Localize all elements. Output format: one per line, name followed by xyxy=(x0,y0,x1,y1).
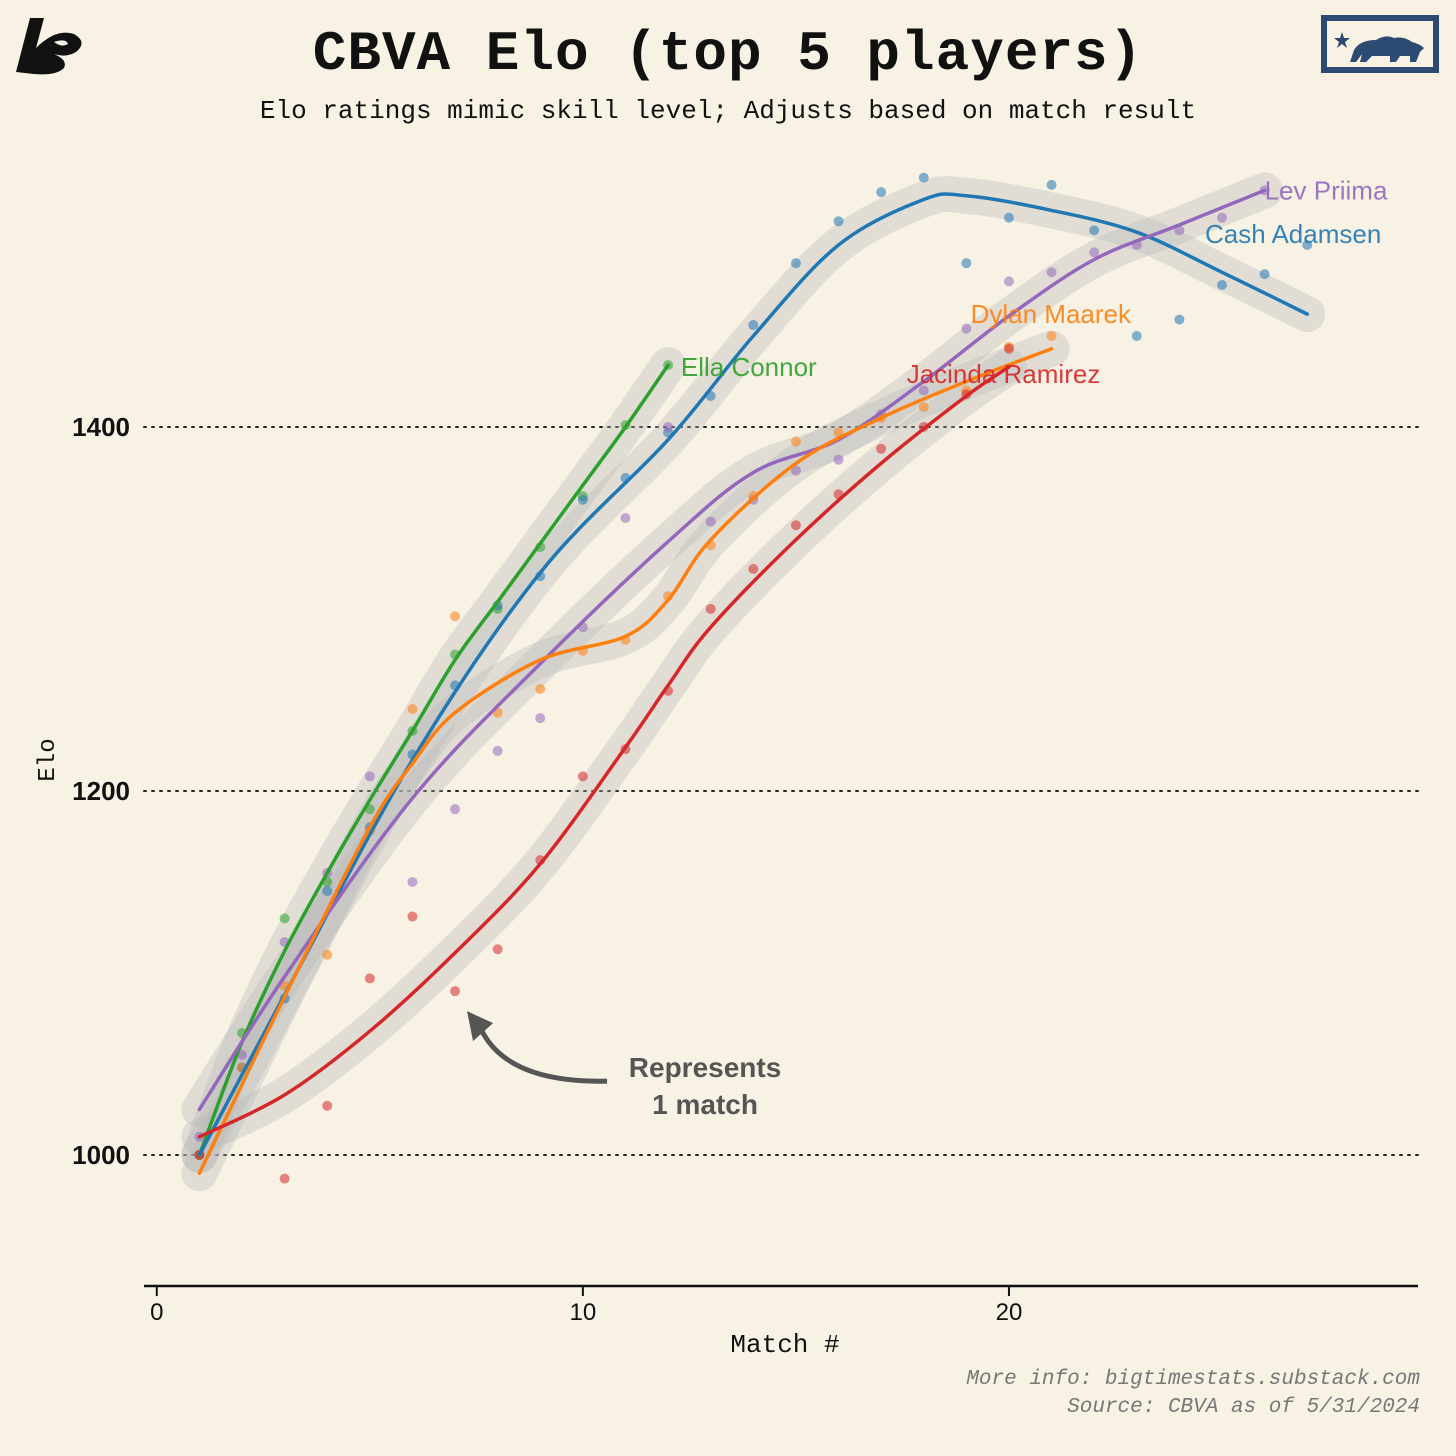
california-flag-bear-logo xyxy=(1321,15,1439,73)
trend-lines xyxy=(197,188,1309,1175)
point-jacinda-ramirez xyxy=(1003,343,1014,354)
point-lev-priima xyxy=(450,804,461,815)
y-tick-label: 1400 xyxy=(72,412,130,442)
point-cash-adamsen xyxy=(790,258,801,269)
point-dylan-maarek xyxy=(322,949,333,960)
trend-line-lev-priima xyxy=(197,188,1267,1112)
point-jacinda-ramirez xyxy=(577,771,588,782)
point-jacinda-ramirez xyxy=(364,973,375,984)
point-jacinda-ramirez xyxy=(322,1100,333,1111)
trend-line-dylan-maarek xyxy=(197,346,1054,1175)
point-dylan-maarek xyxy=(407,704,418,715)
point-cash-adamsen xyxy=(1003,212,1014,223)
trend-line-jacinda-ramirez xyxy=(197,365,1011,1139)
x-tick-label: 10 xyxy=(570,1299,597,1326)
match-points xyxy=(194,172,1313,1184)
point-lev-priima xyxy=(407,876,418,887)
annotation: Represents 1 match xyxy=(467,1011,781,1120)
chart-subtitle: Elo ratings mimic skill level; Adjusts b… xyxy=(259,96,1197,126)
x-axis: Elo 0 10 20 Match # xyxy=(35,738,1418,1360)
footer-more-info: More info: bigtimestats.substack.com xyxy=(966,1368,1420,1391)
point-lev-priima xyxy=(705,516,716,527)
label-ella-connor: Ella Connor xyxy=(681,352,817,382)
point-lev-priima xyxy=(1217,212,1227,223)
point-jacinda-ramirez xyxy=(748,563,759,574)
annotation-arrowhead xyxy=(467,1011,494,1042)
point-cash-adamsen xyxy=(918,172,929,183)
substack-s-logo xyxy=(16,18,82,75)
x-axis-label: Match # xyxy=(730,1330,839,1360)
point-lev-priima xyxy=(790,465,801,476)
trend-line-cash-adamsen xyxy=(197,192,1309,1157)
gridlines: 1000 1200 1400 xyxy=(72,412,1419,1170)
point-lev-priima xyxy=(535,713,546,724)
point-lev-priima xyxy=(918,385,929,396)
point-jacinda-ramirez xyxy=(876,443,887,454)
point-jacinda-ramirez xyxy=(279,1173,290,1184)
x-tick-label: 20 xyxy=(996,1299,1023,1326)
point-lev-priima xyxy=(1046,267,1057,278)
point-lev-priima xyxy=(620,512,631,523)
point-cash-adamsen xyxy=(1046,179,1057,190)
y-axis-label: Elo xyxy=(35,738,62,781)
point-lev-priima xyxy=(663,421,674,432)
point-jacinda-ramirez xyxy=(705,603,716,614)
label-lev-priima: Lev Priima xyxy=(1265,175,1388,205)
y-tick-label: 1200 xyxy=(72,776,130,806)
point-cash-adamsen xyxy=(748,320,759,331)
point-lev-priima xyxy=(1174,225,1185,236)
point-jacinda-ramirez xyxy=(450,986,461,997)
point-cash-adamsen xyxy=(577,494,588,505)
point-dylan-maarek xyxy=(1046,330,1057,341)
point-lev-priima xyxy=(1003,276,1014,287)
footer-source: Source: CBVA as of 5/31/2024 xyxy=(1067,1396,1420,1419)
point-lev-priima xyxy=(833,454,844,465)
point-lev-priima xyxy=(492,745,503,756)
annotation-arrow xyxy=(478,1028,608,1084)
point-dylan-maarek xyxy=(918,401,929,412)
point-cash-adamsen xyxy=(876,187,887,198)
point-lev-priima xyxy=(1089,247,1100,258)
point-lev-priima xyxy=(364,771,375,782)
point-dylan-maarek xyxy=(790,436,801,447)
point-dylan-maarek xyxy=(833,427,844,438)
x-tick-label: 0 xyxy=(150,1299,163,1326)
y-tick-label: 1000 xyxy=(72,1140,130,1170)
point-cash-adamsen xyxy=(1259,269,1270,280)
point-jacinda-ramirez xyxy=(407,911,418,922)
point-cash-adamsen xyxy=(322,886,333,897)
point-jacinda-ramirez xyxy=(492,944,503,955)
point-dylan-maarek xyxy=(535,684,546,695)
annotation-text: Represents xyxy=(629,1052,782,1083)
point-cash-adamsen xyxy=(961,258,972,269)
label-cash-adamsen: Cash Adamsen xyxy=(1205,219,1381,249)
point-cash-adamsen xyxy=(1302,239,1313,250)
series-labels: Ella Connor Lev Priima Cash Adamsen Dylan M… xyxy=(681,175,1388,389)
point-jacinda-ramirez xyxy=(790,520,801,531)
point-dylan-maarek xyxy=(450,611,461,622)
label-jacinda-ramirez: Jacinda Ramirez xyxy=(907,359,1101,389)
label-dylan-maarek: Dylan Maarek xyxy=(971,299,1132,329)
point-cash-adamsen xyxy=(1089,225,1100,236)
trend-line-ella-connor xyxy=(197,363,670,1157)
annotation-text: 1 match xyxy=(652,1089,758,1120)
point-cash-adamsen xyxy=(1174,314,1185,325)
point-lev-priima xyxy=(961,323,972,334)
chart-title: CBVA Elo (top 5 players) xyxy=(312,22,1144,86)
point-ella-connor xyxy=(279,913,290,924)
point-cash-adamsen xyxy=(1131,330,1142,341)
point-cash-adamsen xyxy=(833,216,844,227)
point-cash-adamsen xyxy=(1217,280,1227,290)
